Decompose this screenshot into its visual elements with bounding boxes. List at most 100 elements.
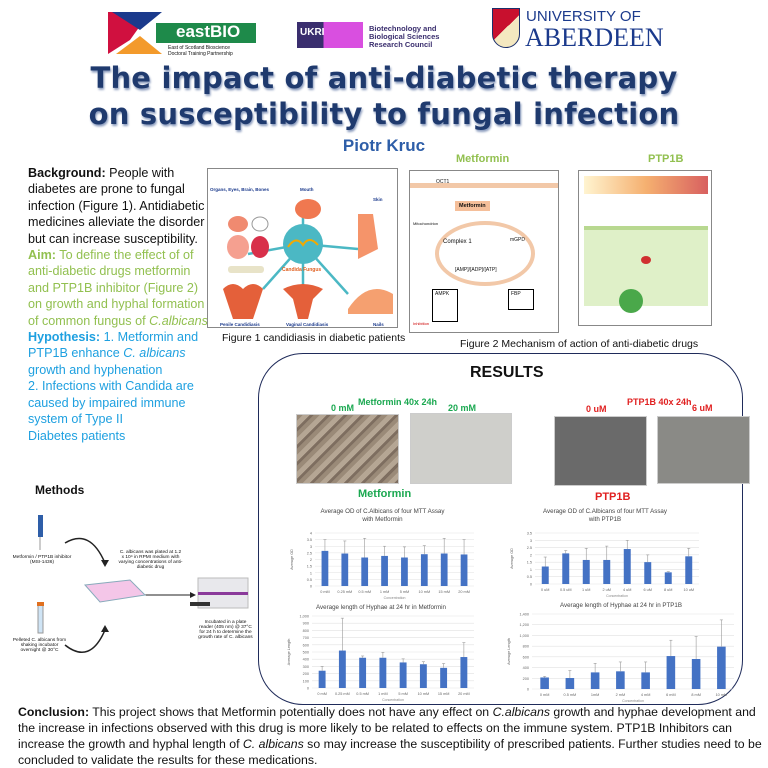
y-tick-label: 1,200 <box>519 623 529 627</box>
metformin-box: Metformin <box>455 201 490 211</box>
x-tick-label: 0.5 mM <box>358 590 371 594</box>
y-tick-label: 300 <box>303 665 309 669</box>
y-tick-label: 4 <box>310 532 312 536</box>
micrograph-ptp1b-6um <box>657 416 750 484</box>
bar <box>590 672 600 689</box>
x-axis-label: Concentration <box>622 699 644 703</box>
x-axis-label: Concentration <box>606 594 628 598</box>
bar <box>565 678 575 689</box>
bar <box>361 557 369 586</box>
y-tick-label: 3.5 <box>527 532 532 536</box>
chart-title-line2: with PTP1B <box>588 516 621 523</box>
x-tick-label: 0.5 mM <box>564 693 577 697</box>
eastbio-logo-graphic <box>108 12 256 54</box>
figure1-label-skin: Skin <box>373 197 383 202</box>
ampk-label: AMPK <box>432 289 459 322</box>
fbp-label: FBP <box>508 289 534 310</box>
conclusion-text-2: growth and hyphae development and the in… <box>18 705 756 751</box>
poster-title-line1: The impact of anti-diabetic therapy <box>90 61 678 95</box>
receptor-node <box>619 289 643 313</box>
bar <box>644 562 652 584</box>
bar <box>321 550 329 586</box>
x-tick-label: 2 uM <box>603 588 611 592</box>
bar <box>582 559 590 584</box>
chart-metformin-hyphae: Average length of Hyphae at 24 hr in Met… <box>287 604 474 702</box>
x-tick-label: 8 mM <box>691 693 701 697</box>
figure2-caption: Figure 2 Mechanism of action of anti-dia… <box>460 338 699 350</box>
x-tick-label: 0.25 mM <box>335 692 350 696</box>
y-tick-label: 0 <box>527 688 529 692</box>
mgpd-label: mGPD <box>510 237 525 243</box>
bar <box>399 662 407 688</box>
eastbio-subtitle: East of Scotland Bioscience <box>168 45 230 51</box>
y-tick-label: 1 <box>530 568 532 572</box>
results-panel <box>258 353 743 705</box>
conclusion-label: Conclusion: <box>18 705 90 719</box>
intro-text: Background: People with diabetes are pro… <box>28 165 208 444</box>
bar <box>664 572 672 584</box>
bar <box>717 646 726 689</box>
eastbio-subtitle-2: Doctoral Training Partnership <box>168 51 233 57</box>
methods-step-reader: Incubated in a plate reader (405 nm) @ 3… <box>198 620 253 640</box>
hypothesis-text-2: growth and hyphenation <box>28 362 163 377</box>
y-tick-label: 2 <box>310 558 312 562</box>
x-tick-label: 15 mM <box>438 692 450 696</box>
mitochondrion <box>435 221 535 286</box>
ptp1b-micro-left-label: 0 uM <box>586 404 607 414</box>
bar <box>616 671 625 689</box>
ptp1b-results-heading: PTP1B <box>595 491 631 503</box>
x-tick-label: 4 uM <box>623 588 631 592</box>
ptp1b-mechanism-diagram <box>578 170 712 326</box>
x-tick-label: 10 uM <box>683 588 694 592</box>
figure2-ptp1b-title: PTP1B <box>648 153 684 165</box>
eastbio-name: eastBIO <box>176 22 241 41</box>
aim-text: To define the effect of of anti-diabetic… <box>28 248 205 328</box>
x-tick-label: 15 mM <box>438 590 450 594</box>
bar <box>440 667 448 688</box>
chart-title: Average length of Hyphae at 24 hr in PTP… <box>560 602 682 609</box>
x-tick-label: 0.5 uM <box>560 588 572 592</box>
y-tick-label: 700 <box>303 636 309 640</box>
chart-title: Average length of Hyphae at 24 hr in Met… <box>316 604 446 611</box>
y-tick-label: 3 <box>530 539 532 543</box>
methods-title: Methods <box>35 483 85 497</box>
y-tick-label: 2.5 <box>307 551 312 555</box>
poster-title-line2: on susceptibility to fungal infection <box>88 97 680 131</box>
y-tick-label: 600 <box>303 643 309 647</box>
author: Piotr Kruc <box>342 136 426 155</box>
x-tick-label: 20 mM <box>458 590 470 594</box>
bar <box>460 554 468 586</box>
bar <box>341 553 349 586</box>
bar <box>685 556 693 584</box>
background-paragraph: Background: People with diabetes are pro… <box>28 165 208 247</box>
figure2-metformin-title: Metformin <box>456 153 510 165</box>
figure1-label-vaginal: Vaginal Candidiasis <box>286 322 329 327</box>
hypothesis-paragraph: Hypothesis: 1. Metformin and PTP1B enhan… <box>28 329 208 378</box>
x-tick-label: 0 uM <box>541 588 549 592</box>
amp-ratio-label: [AMP]/[ADP]/[ATP] <box>455 267 497 273</box>
x-tick-label: 0.25 mM <box>337 590 352 594</box>
x-tick-label: 6 uM <box>644 588 652 592</box>
x-tick-label: 1mM <box>591 693 599 697</box>
conclusion-species-1: C.albicans <box>492 705 550 719</box>
x-tick-label: 0.5 mM <box>356 692 369 696</box>
conclusion-text-3: so may increase the susceptibility of pr… <box>18 737 762 767</box>
x-axis-label: Concentration <box>384 596 406 600</box>
bar <box>641 672 650 689</box>
bar <box>318 670 326 688</box>
bar <box>623 549 631 584</box>
x-tick-label: 0 mM <box>317 692 327 696</box>
complex1-label: Complex 1 <box>443 239 472 245</box>
bar <box>541 566 549 584</box>
y-tick-label: 0 <box>310 585 312 589</box>
mitochondrion-label: Mitochondrion <box>413 221 439 226</box>
aberdeen-logo: UNIVERSITY OF ABERDEEN <box>492 8 672 52</box>
y-tick-label: 200 <box>523 677 529 681</box>
y-tick-label: 2.5 <box>527 546 532 550</box>
aberdeen-line1: UNIVERSITY OF <box>526 8 641 25</box>
x-tick-label: 10 mM <box>716 693 728 697</box>
methods-step-culture: Pelleted C. albicans from shaking incuba… <box>12 638 67 653</box>
figure1-label-penile: Penile Candidiasis <box>220 322 260 327</box>
x-axis-label: Concentration <box>382 698 404 702</box>
y-tick-label: 0.5 <box>307 578 312 582</box>
